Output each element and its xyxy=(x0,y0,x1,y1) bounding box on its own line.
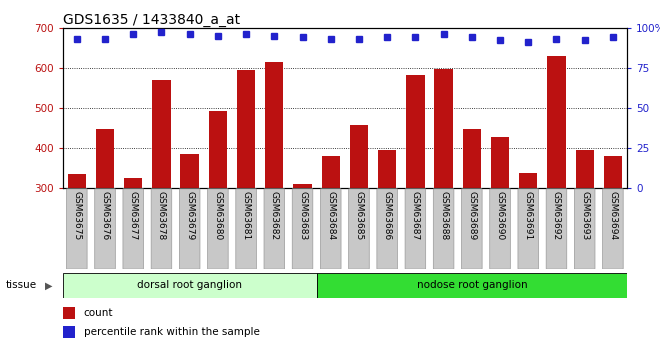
FancyBboxPatch shape xyxy=(95,189,116,269)
Text: GSM63675: GSM63675 xyxy=(73,191,81,240)
Bar xyxy=(265,62,284,188)
FancyBboxPatch shape xyxy=(348,189,369,269)
Text: GSM63688: GSM63688 xyxy=(439,191,448,240)
Text: GSM63692: GSM63692 xyxy=(552,191,561,240)
Text: GSM63681: GSM63681 xyxy=(242,191,251,240)
Text: GSM63683: GSM63683 xyxy=(298,191,307,240)
FancyBboxPatch shape xyxy=(574,189,595,269)
FancyBboxPatch shape xyxy=(123,189,143,269)
Bar xyxy=(604,156,622,188)
FancyBboxPatch shape xyxy=(461,189,482,269)
Bar xyxy=(317,273,627,298)
FancyBboxPatch shape xyxy=(264,189,284,269)
Text: count: count xyxy=(84,308,113,318)
Bar xyxy=(378,150,397,188)
Bar xyxy=(63,273,317,298)
Text: GSM63677: GSM63677 xyxy=(129,191,138,240)
Text: dorsal root ganglion: dorsal root ganglion xyxy=(137,280,242,290)
Bar xyxy=(434,69,453,188)
Text: GSM63686: GSM63686 xyxy=(383,191,391,240)
Bar xyxy=(67,174,86,188)
Bar xyxy=(321,156,340,188)
Text: GSM63685: GSM63685 xyxy=(354,191,364,240)
Text: percentile rank within the sample: percentile rank within the sample xyxy=(84,327,259,337)
Text: GSM63689: GSM63689 xyxy=(467,191,477,240)
Text: GSM63690: GSM63690 xyxy=(496,191,504,240)
Text: GSM63678: GSM63678 xyxy=(157,191,166,240)
Bar xyxy=(152,80,171,188)
Bar xyxy=(63,326,75,338)
Text: GSM63694: GSM63694 xyxy=(609,191,617,240)
FancyBboxPatch shape xyxy=(377,189,397,269)
FancyBboxPatch shape xyxy=(292,189,313,269)
Bar xyxy=(491,137,510,188)
Text: GSM63676: GSM63676 xyxy=(100,191,110,240)
Text: tissue: tissue xyxy=(5,280,36,290)
FancyBboxPatch shape xyxy=(321,189,341,269)
Text: GSM63682: GSM63682 xyxy=(270,191,279,240)
Bar xyxy=(547,56,566,188)
Text: ▶: ▶ xyxy=(45,280,52,290)
Text: GSM63687: GSM63687 xyxy=(411,191,420,240)
Bar xyxy=(350,125,368,188)
FancyBboxPatch shape xyxy=(180,189,200,269)
Bar xyxy=(576,150,594,188)
Bar xyxy=(463,129,481,188)
Bar xyxy=(63,307,75,319)
Text: GSM63691: GSM63691 xyxy=(524,191,533,240)
FancyBboxPatch shape xyxy=(208,189,228,269)
Text: GSM63693: GSM63693 xyxy=(580,191,589,240)
Bar xyxy=(293,184,312,188)
Text: GDS1635 / 1433840_a_at: GDS1635 / 1433840_a_at xyxy=(63,12,240,27)
Text: GSM63680: GSM63680 xyxy=(213,191,222,240)
Bar xyxy=(124,178,143,188)
Text: GSM63679: GSM63679 xyxy=(185,191,194,240)
FancyBboxPatch shape xyxy=(603,189,623,269)
Bar xyxy=(96,129,114,188)
FancyBboxPatch shape xyxy=(151,189,172,269)
Bar xyxy=(237,70,255,188)
Text: nodose root ganglion: nodose root ganglion xyxy=(416,280,527,290)
FancyBboxPatch shape xyxy=(236,189,256,269)
FancyBboxPatch shape xyxy=(67,189,87,269)
FancyBboxPatch shape xyxy=(518,189,539,269)
Text: GSM63684: GSM63684 xyxy=(326,191,335,240)
FancyBboxPatch shape xyxy=(405,189,426,269)
Bar xyxy=(180,154,199,188)
FancyBboxPatch shape xyxy=(546,189,567,269)
Bar xyxy=(406,75,424,188)
Bar xyxy=(209,111,227,188)
FancyBboxPatch shape xyxy=(434,189,454,269)
Bar xyxy=(519,173,537,188)
FancyBboxPatch shape xyxy=(490,189,510,269)
